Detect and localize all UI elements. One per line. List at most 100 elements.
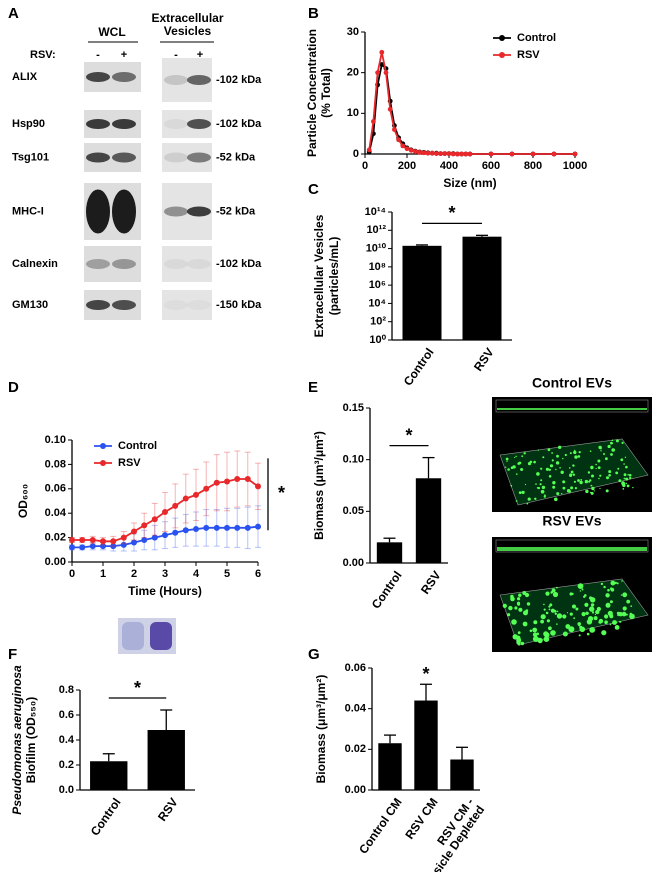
biofilm-dot xyxy=(541,485,546,490)
biofilm-dot xyxy=(516,640,521,645)
y-tick-label: 0.00 xyxy=(45,556,66,568)
biofilm-dot xyxy=(593,490,595,492)
biofilm-dot xyxy=(607,588,610,592)
biofilm-dot xyxy=(623,477,626,480)
biofilm-dot xyxy=(556,610,559,613)
biofilm-dot xyxy=(577,479,580,482)
y-tick-label: 0.04 xyxy=(45,507,67,519)
point xyxy=(234,476,241,483)
biofilm-dot xyxy=(594,613,597,616)
biofilm-dot xyxy=(593,616,598,621)
y-tick-label: 10¹² xyxy=(366,224,386,236)
biofilm-dot xyxy=(554,612,557,615)
point xyxy=(193,526,199,533)
point xyxy=(375,70,380,76)
point xyxy=(404,146,410,152)
legend-marker xyxy=(499,52,505,58)
biofilm-dot xyxy=(554,497,558,502)
lane-sign: - xyxy=(96,49,100,61)
size-label: -102 kDa xyxy=(216,258,262,270)
x-tick-label: 5 xyxy=(224,568,230,580)
biofilm-dot xyxy=(609,600,613,604)
y-tick-label: 0.10 xyxy=(45,434,66,446)
point xyxy=(100,538,106,545)
significance-mark: * xyxy=(448,203,455,223)
biofilm-dot xyxy=(556,623,558,625)
biofilm-dot xyxy=(569,612,573,616)
point xyxy=(371,119,376,124)
y-axis-label: Biofilm (OD₅₅₀) xyxy=(24,697,38,783)
biofilm-dot xyxy=(515,500,518,502)
biofilm-dot xyxy=(608,470,612,474)
blot-band xyxy=(86,189,110,234)
blot-band xyxy=(112,119,136,129)
biofilm-dot xyxy=(520,468,524,471)
biofilm-dot xyxy=(625,477,629,481)
biofilm-dot xyxy=(569,452,572,455)
biofilm-dot xyxy=(543,603,545,606)
biofilm-dot xyxy=(589,450,592,453)
biofilm-dot xyxy=(609,623,612,626)
biofilm-dot xyxy=(514,456,516,459)
y-axis-label: Pseudomonas aeruginosa xyxy=(10,665,24,815)
biofilm-dot xyxy=(599,488,601,490)
biofilm-dot xyxy=(562,480,566,484)
biofilm-dot xyxy=(536,487,539,489)
legend-label: Control xyxy=(517,32,556,44)
point xyxy=(450,151,456,157)
point xyxy=(162,532,168,539)
biofilm-dot xyxy=(621,611,627,617)
biofilm-dot xyxy=(568,467,571,469)
point xyxy=(193,491,199,498)
biofilm-dot xyxy=(577,583,584,589)
biofilm-dot xyxy=(583,595,586,598)
biofilm-dot xyxy=(584,479,589,484)
biofilm-dot xyxy=(615,439,619,443)
biofilm-dot xyxy=(585,489,589,494)
biofilm-dot xyxy=(591,474,594,478)
biofilm-dot xyxy=(616,582,619,585)
biofilm-dot xyxy=(565,624,571,629)
y-tick-label: 0.06 xyxy=(45,483,66,495)
x-tick-label: 400 xyxy=(440,160,458,172)
biofilm-dot xyxy=(568,626,575,633)
biofilm-dot xyxy=(587,471,591,474)
x-tick-label: 1000 xyxy=(563,160,587,172)
biofilm-dot xyxy=(536,632,539,636)
significance-mark: * xyxy=(278,483,285,503)
biofilm-dot xyxy=(547,448,551,452)
biofilm-dot xyxy=(605,457,608,461)
biofilm-dot xyxy=(573,617,576,620)
biofilm-dot xyxy=(617,467,620,470)
biofilm-dot xyxy=(597,459,601,463)
biofilm-dot xyxy=(559,467,561,469)
size-label: -102 kDa xyxy=(216,74,262,86)
x-tick-label: 2 xyxy=(131,568,137,580)
y-tick-label: 0.10 xyxy=(343,454,364,466)
legend-marker xyxy=(499,35,505,41)
point xyxy=(234,524,241,531)
x-tick-label: 800 xyxy=(524,160,542,172)
biofilm-dot xyxy=(573,450,577,455)
biofilm-dot xyxy=(610,441,613,445)
biofilm-dot xyxy=(623,473,627,477)
biofilm-dot xyxy=(592,611,595,614)
panel-label: G xyxy=(308,646,320,663)
point xyxy=(255,523,261,530)
biofilm-dot xyxy=(544,494,546,497)
biofilm-dot xyxy=(581,588,584,591)
biofilm-dot xyxy=(550,630,556,636)
y-tick-label: 0.4 xyxy=(59,734,75,746)
point xyxy=(459,151,464,157)
point xyxy=(69,537,75,544)
biofilm-dot xyxy=(518,593,522,597)
y-tick-label: 0.00 xyxy=(345,784,366,796)
x-tick-label: 0 xyxy=(69,568,75,580)
biofilm-dot xyxy=(611,439,614,442)
biofilm-dot xyxy=(572,604,576,609)
biofilm-dot xyxy=(540,614,546,620)
biofilm-dot xyxy=(614,581,617,585)
biofilm-dot xyxy=(520,641,525,646)
biofilm-dot xyxy=(629,476,632,480)
